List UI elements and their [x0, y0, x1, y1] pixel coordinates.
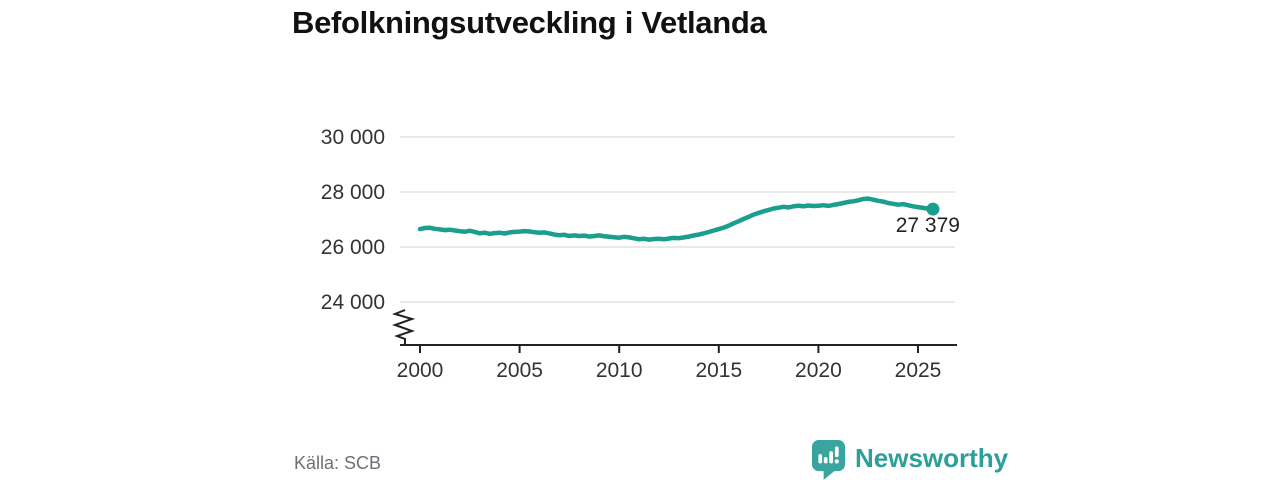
- y-axis-tick-labels: 24 000 26 000 28 000 30 000: [321, 126, 385, 314]
- y-tick-label: 30 000: [321, 126, 385, 149]
- logo-bars: [818, 446, 839, 464]
- x-tick-label: 2000: [397, 359, 444, 382]
- latest-value-label: 27 379: [896, 214, 960, 237]
- x-tick-label: 2025: [895, 359, 942, 382]
- newsworthy-chart-bubble-icon: [811, 440, 846, 480]
- y-tick-label: 26 000: [321, 236, 385, 259]
- x-tick-label: 2010: [596, 359, 643, 382]
- newsworthy-branding: Newsworthy: [811, 439, 1008, 480]
- brand-name: Newsworthy: [855, 442, 1009, 473]
- source-note: Källa: SCB: [294, 453, 382, 473]
- gridlines: [400, 136, 955, 303]
- x-axis-tick-labels: 2000 2005 2010 2015 2020 2025: [397, 359, 942, 382]
- population-series: 27 379: [417, 196, 960, 242]
- chart-title: Befolkningsutveckling i Vetlanda: [292, 5, 767, 40]
- x-tick-label: 2005: [496, 359, 543, 382]
- x-tick-label: 2020: [795, 359, 842, 382]
- x-axis: [391, 309, 957, 353]
- population-line: [417, 196, 936, 242]
- latest-value-point: [926, 202, 940, 216]
- y-tick-label: 28 000: [321, 181, 385, 204]
- y-tick-label: 24 000: [321, 291, 385, 314]
- y-axis-break-icon: [391, 309, 416, 345]
- x-tick-label: 2015: [695, 359, 742, 382]
